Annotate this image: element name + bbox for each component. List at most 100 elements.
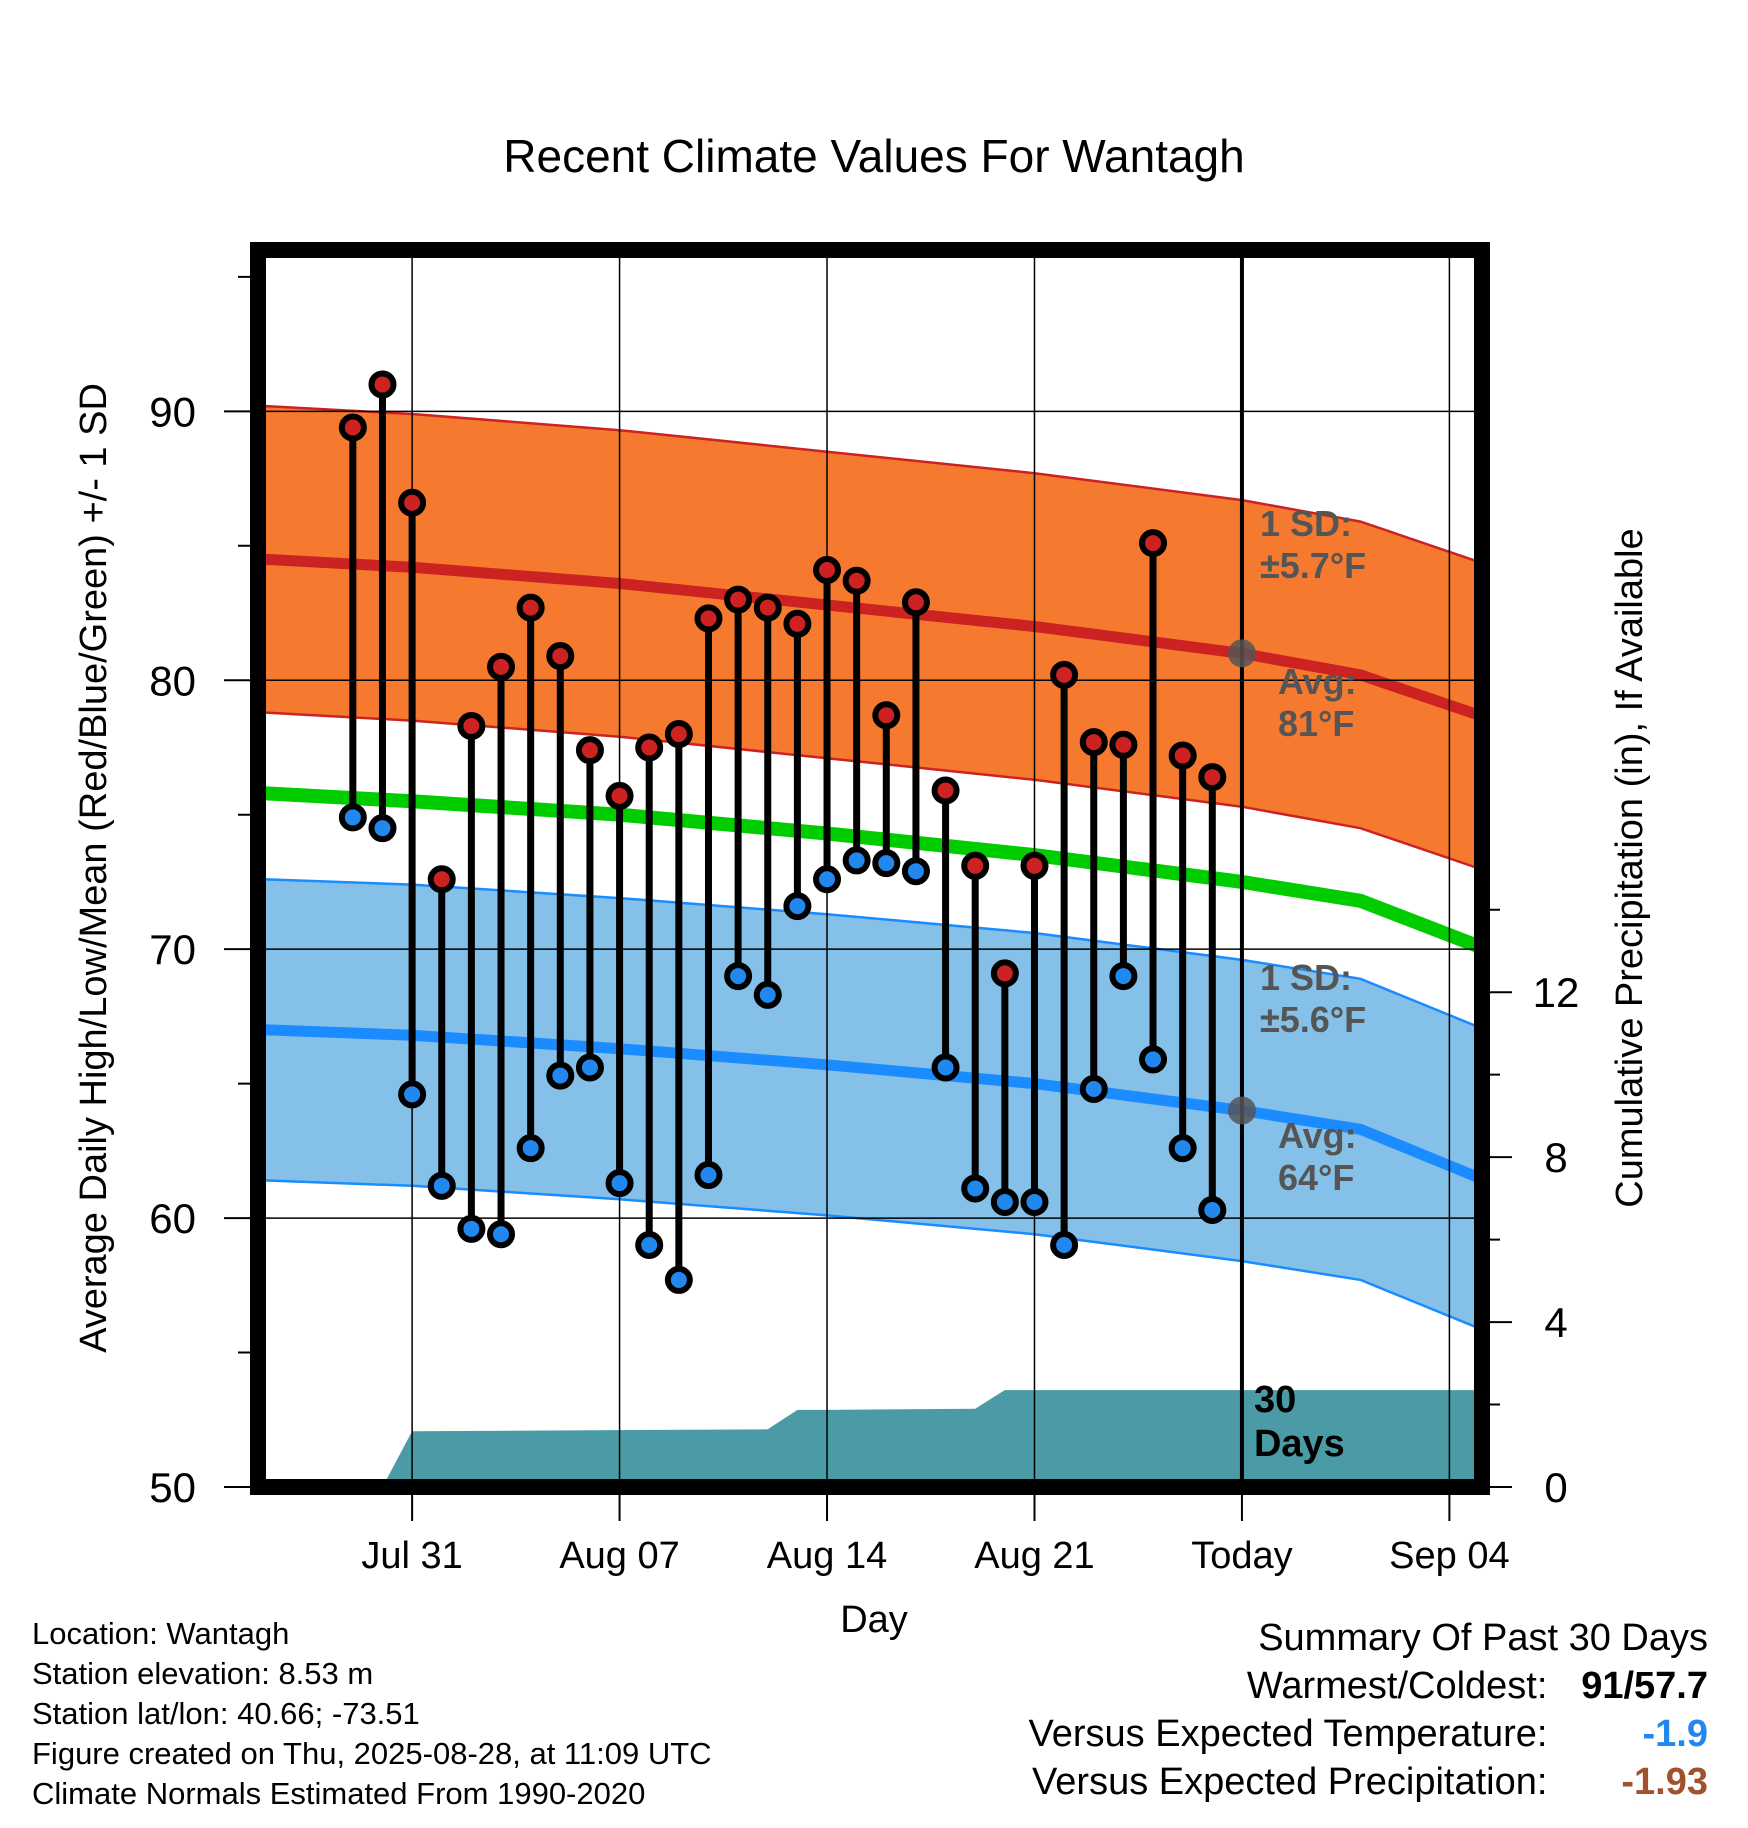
high-point <box>516 593 545 622</box>
location-text: Location: Wantagh <box>32 1616 290 1651</box>
precipitation-value: -1.93 <box>1621 1761 1708 1803</box>
high-point <box>842 566 871 595</box>
high-avg-annotation-line2: 81°F <box>1278 703 1354 744</box>
low-sd-annotation-line2: ±5.6°F <box>1260 999 1366 1040</box>
high-point <box>931 776 960 805</box>
summary-panel: Summary Of Past 30 Days Warmest/Coldest:… <box>1029 1614 1708 1806</box>
high-point <box>575 736 604 765</box>
x-tick-label: Aug 21 <box>974 1535 1094 1577</box>
low-point <box>1168 1134 1197 1163</box>
low-point <box>1139 1045 1168 1074</box>
high-point <box>813 556 842 585</box>
high-point <box>783 609 812 638</box>
precipitation-row: Versus Expected Precipitation: -1.93 <box>1029 1758 1708 1806</box>
high-point <box>901 588 930 617</box>
low-point <box>368 814 397 843</box>
high-point <box>990 959 1019 988</box>
high-point <box>724 585 753 614</box>
low-point <box>338 803 367 832</box>
y-tick-label: 80 <box>149 657 196 704</box>
y2-axis-label: Cumulative Precipitation (in), If Availa… <box>1609 528 1651 1207</box>
low-point <box>1109 962 1138 991</box>
today-high-mean-marker <box>1227 639 1256 668</box>
high-point <box>961 851 990 880</box>
plot-frame <box>250 242 1490 1495</box>
summary-title: Summary Of Past 30 Days <box>1258 1617 1708 1659</box>
high-point <box>457 711 486 740</box>
y2-tick-label: 0 <box>1544 1464 1567 1511</box>
y-tick-label: 70 <box>149 926 196 973</box>
x-tick-label: Jul 31 <box>361 1535 462 1577</box>
y-tick-label: 50 <box>149 1464 196 1511</box>
y-tick-label: 90 <box>149 388 196 435</box>
low-point <box>427 1171 456 1200</box>
precipitation-label: Versus Expected Precipitation: <box>1032 1761 1548 1803</box>
temperature-row: Versus Expected Temperature: -1.9 <box>1029 1710 1708 1758</box>
created-text: Figure created on Thu, 2025-08-28, at 11… <box>32 1736 712 1771</box>
low-point <box>783 892 812 921</box>
y2-tick-label: 4 <box>1544 1299 1567 1346</box>
warmest-value: 91 <box>1581 1665 1624 1707</box>
low-point <box>516 1134 545 1163</box>
warmest-coldest-label: Warmest/Coldest: <box>1246 1665 1548 1707</box>
high-point <box>1050 660 1079 689</box>
high-point <box>546 642 575 671</box>
normals-text: Climate Normals Estimated From 1990-2020 <box>32 1776 646 1811</box>
temperature-label: Versus Expected Temperature: <box>1028 1713 1548 1755</box>
low-point <box>635 1230 664 1259</box>
high-point <box>635 733 664 762</box>
low-point <box>605 1169 634 1198</box>
temperature-value: -1.9 <box>1642 1713 1708 1755</box>
warmest-coldest-row: Warmest/Coldest: 91/57.7 <box>1029 1662 1708 1710</box>
high-sd-annotation-line2: ±5.7°F <box>1260 545 1366 586</box>
y2-tick-label: 12 <box>1533 969 1580 1016</box>
low-point <box>398 1080 427 1109</box>
low-point <box>1198 1196 1227 1225</box>
avg-mean-line <box>263 786 1482 954</box>
y2-tick-label: 8 <box>1544 1134 1567 1181</box>
high-point <box>368 370 397 399</box>
x-tick-label: Aug 07 <box>559 1535 679 1577</box>
high-point <box>398 488 427 517</box>
precip-days-annotation-line1: 30 <box>1254 1379 1296 1421</box>
high-point <box>487 652 516 681</box>
low-point <box>1079 1075 1108 1104</box>
low-point <box>724 962 753 991</box>
low-point <box>931 1053 960 1082</box>
low-point <box>575 1053 604 1082</box>
high-point <box>1109 730 1138 759</box>
high-point <box>1198 763 1227 792</box>
low-point <box>990 1187 1019 1216</box>
high-point <box>1139 529 1168 558</box>
high-point <box>338 413 367 442</box>
high-point <box>1079 728 1108 757</box>
low-point <box>694 1161 723 1190</box>
low-avg-annotation-line1: Avg: <box>1278 1115 1357 1156</box>
low-avg-annotation-line2: 64°F <box>1278 1157 1354 1198</box>
low-point <box>901 857 930 886</box>
low-point <box>487 1220 516 1249</box>
low-point <box>842 846 871 875</box>
high-mean-line <box>263 553 1481 721</box>
station-info: Location: Wantagh Station elevation: 8.5… <box>32 1614 712 1814</box>
low-point <box>457 1214 486 1243</box>
chart-labels: 50 60 70 80 90 0 4 8 12 Jul 31 Aug 07 Aug 14 Aug 21 T… <box>73 130 1651 1641</box>
high-point <box>753 593 782 622</box>
elevation-text: Station elevation: 8.53 m <box>32 1656 374 1691</box>
high-point <box>1168 741 1197 770</box>
high-avg-annotation-line1: Avg: <box>1278 661 1357 702</box>
high-point <box>694 604 723 633</box>
value-separator: / <box>1623 1665 1635 1707</box>
low-point <box>872 849 901 878</box>
coldest-value: 57.7 <box>1634 1665 1708 1707</box>
low-point <box>753 980 782 1009</box>
high-point <box>664 720 693 749</box>
y-axis-label: Average Daily High/Low/Mean (Red/Blue/Gr… <box>73 383 115 1353</box>
high-point <box>605 781 634 810</box>
high-point <box>872 701 901 730</box>
x-tick-label: Today <box>1191 1535 1292 1577</box>
y-tick-label: 60 <box>149 1195 196 1242</box>
precipitation-area <box>352 1390 1479 1487</box>
x-tick-label: Aug 14 <box>767 1535 887 1577</box>
low-point <box>1050 1230 1079 1259</box>
